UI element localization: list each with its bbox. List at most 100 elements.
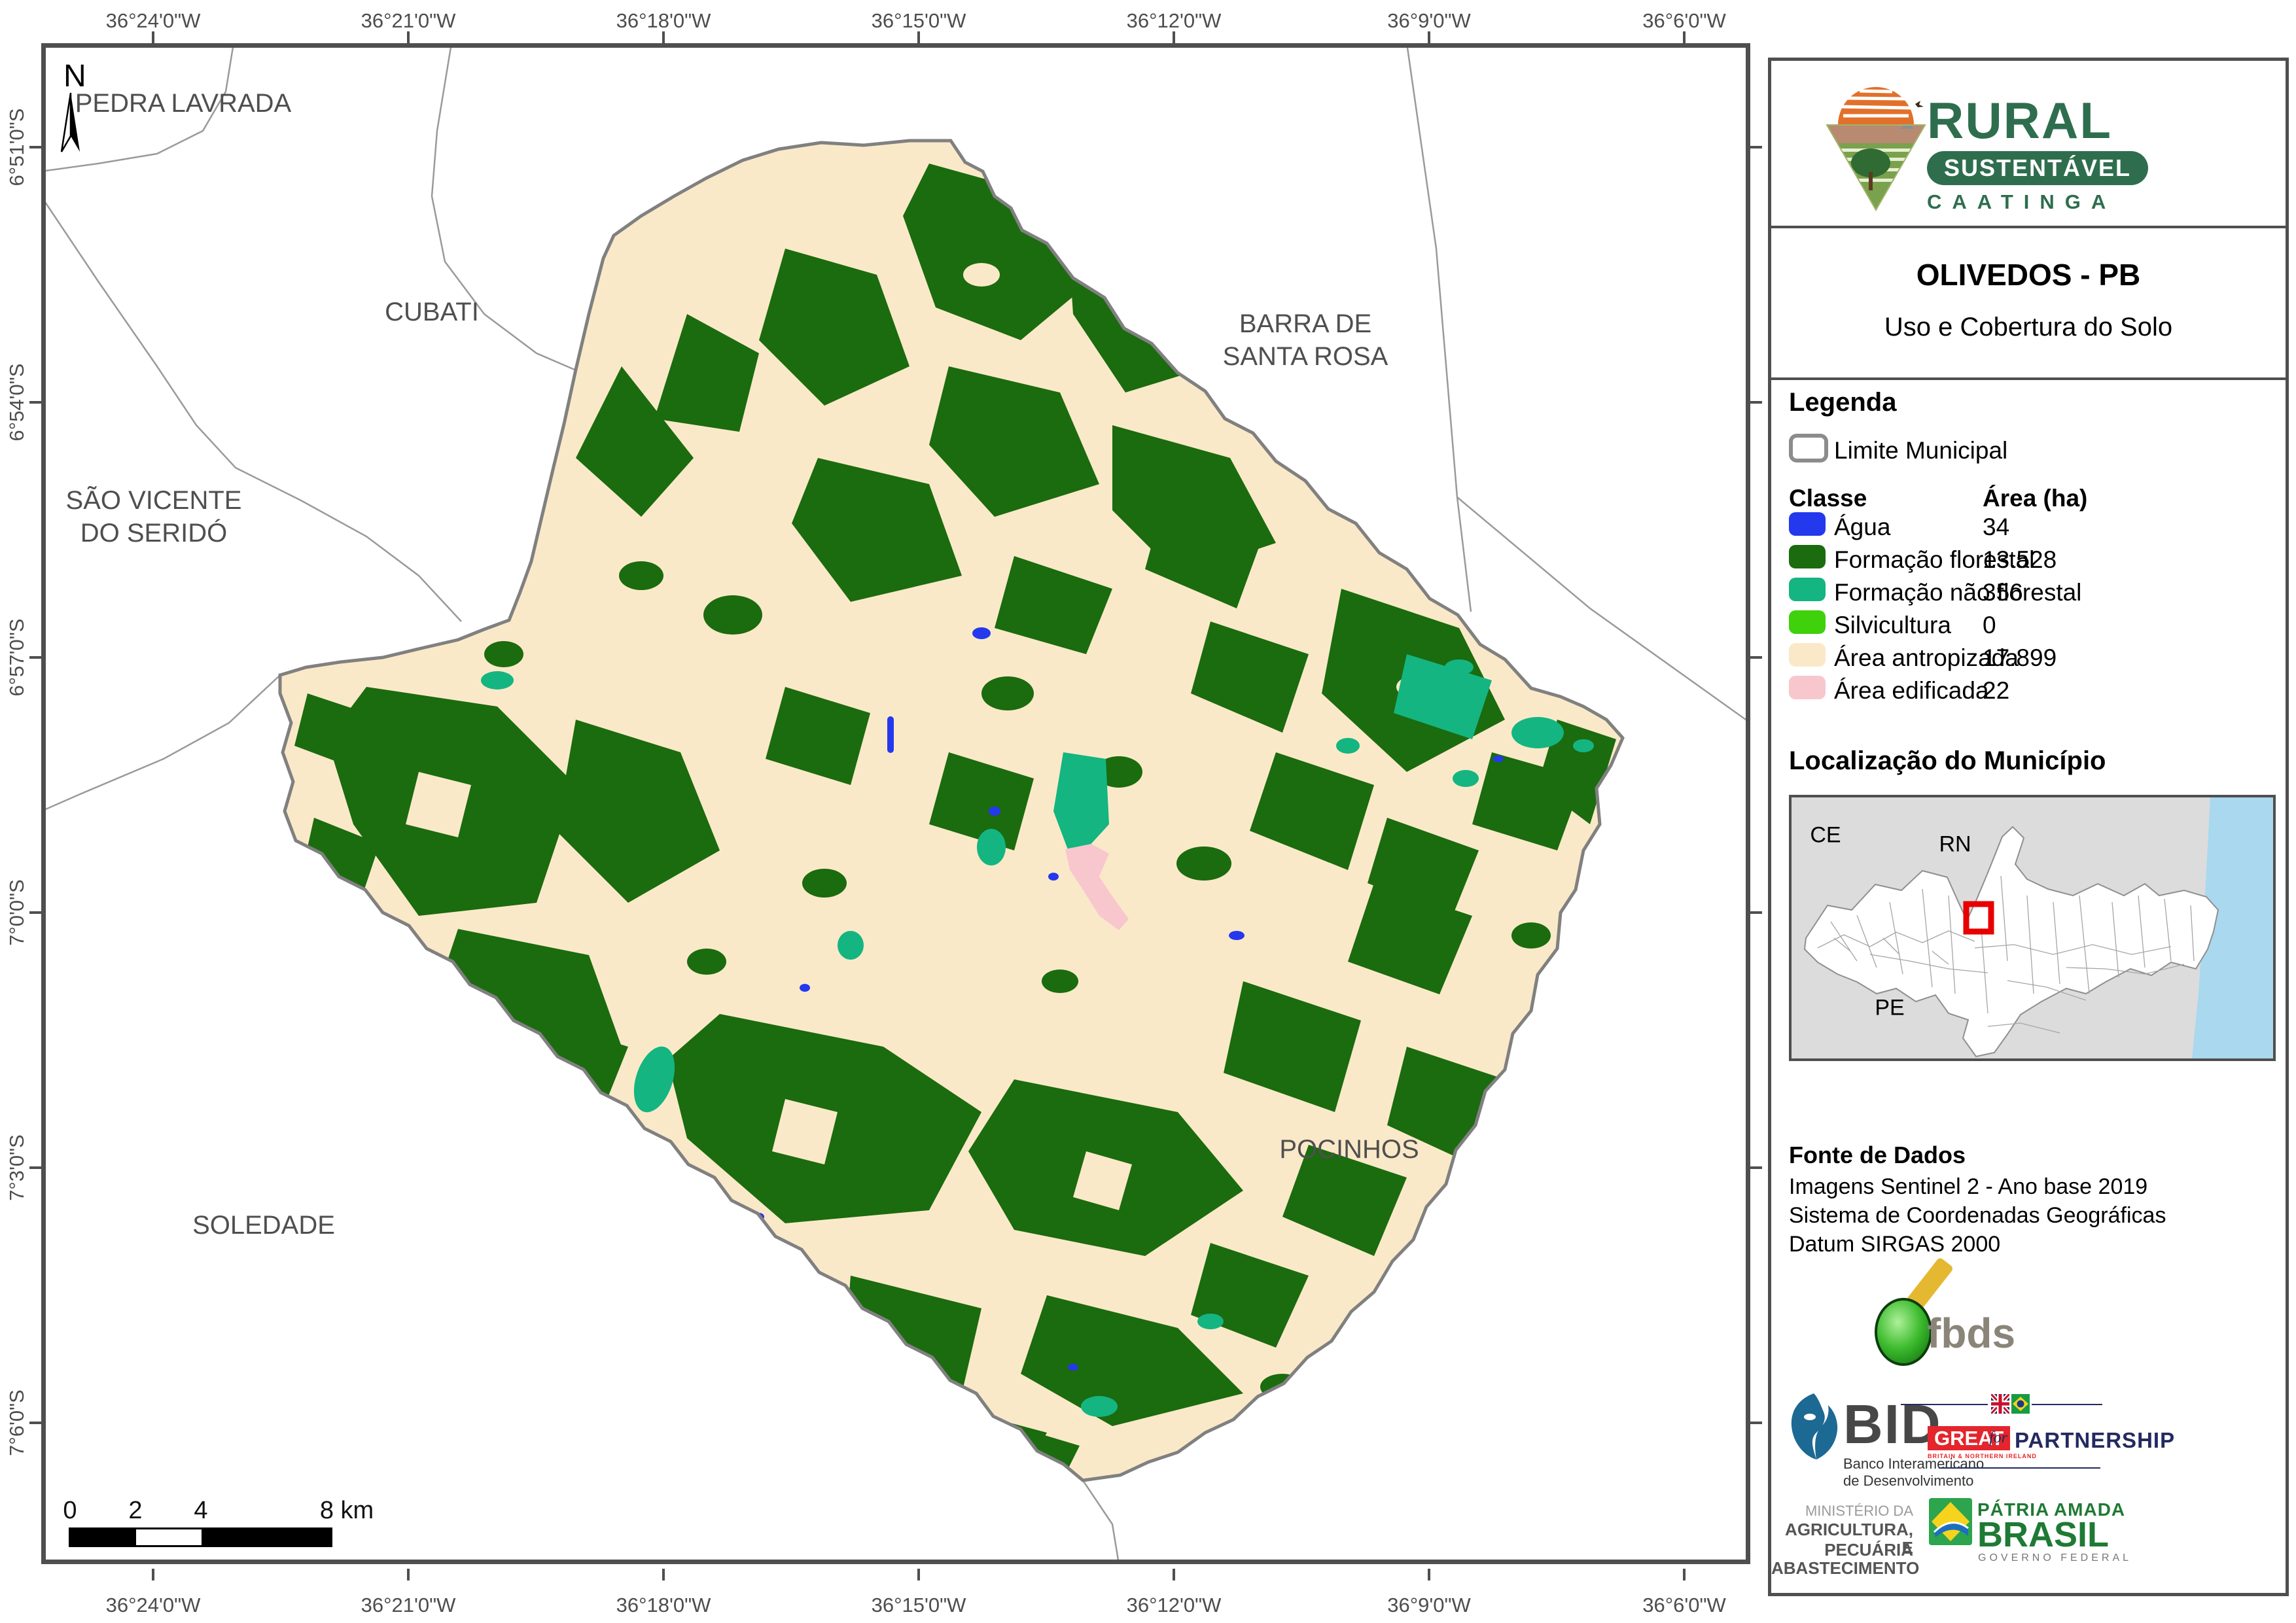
rural-logo-wordmark: RURAL SUSTENTÁVEL CAATINGA: [1927, 92, 2149, 213]
grid-label-lon: 36°24'0"W: [105, 9, 201, 32]
grid-label-lon: 36°18'0"W: [616, 1594, 711, 1616]
grid-label-lat: 6°54'0"S: [5, 363, 28, 442]
ministry-line-2: AGRICULTURA, PECUÁRIA: [1785, 1520, 1913, 1560]
grid-label-lon: 36°15'0"W: [871, 9, 966, 32]
urban-area-patch: [1065, 844, 1129, 930]
info-panel: RURAL SUSTENTÁVEL CAATINGA OLIVEDOS - PB…: [1768, 58, 2289, 1596]
great-wordmark: GREAT: [1928, 1426, 2011, 1450]
legend-swatch-area-antropizada: [1789, 643, 1826, 667]
fonte-heading: Fonte de Dados: [1789, 1142, 1966, 1168]
state-inset-map: CE RN PE: [1789, 795, 2276, 1061]
grid-tick: [152, 31, 154, 43]
brasil-government-logo-icon: [1929, 1498, 1972, 1545]
grid-tick: [1173, 31, 1175, 43]
legend-col-area: Área (ha): [1983, 485, 2088, 512]
grid-tick: [1428, 31, 1430, 43]
neighbor-label-barra-de-santa-rosa: BARRA DE SANTA ROSA: [1222, 309, 1388, 371]
municipality-title: OLIVEDOS - PB: [1916, 258, 2141, 292]
grid-label-lon: 36°6'0"W: [1642, 1594, 1726, 1616]
grid-tick: [29, 146, 41, 148]
grid-tick: [662, 1569, 665, 1580]
great-for: for: [1989, 1429, 2008, 1446]
legend-swatch-formacao-nao-florestal: [1789, 578, 1826, 601]
scalebar-seg: [71, 1529, 136, 1545]
legend-area-silvicultura: 0: [1983, 612, 1996, 638]
grid-label-lat: 7°6'0"S: [5, 1389, 28, 1456]
legend-heading: Legenda: [1789, 388, 1897, 417]
uk-flag-icon: [1991, 1394, 2009, 1414]
neighbor-label-pocinhos: POCINHOS: [1279, 1135, 1419, 1164]
grid-label-lon: 36°6'0"W: [1642, 9, 1726, 32]
scalebar-label-0: 0: [63, 1497, 77, 1524]
grid-label-lon: 36°9'0"W: [1387, 1594, 1471, 1616]
grid-tick: [407, 31, 410, 43]
inset-label-pe: PE: [1875, 995, 1905, 1021]
grid-tick: [29, 1422, 41, 1424]
grid-label-lon: 36°15'0"W: [871, 1594, 966, 1616]
ministry-line-3: E ABASTECIMENTO: [1771, 1538, 1920, 1578]
grid-tick: [1683, 1569, 1686, 1580]
grid-label-lat: 7°3'0"S: [5, 1134, 28, 1201]
neighbor-label-sao-vicente-do-serido: SÃO VICENTE DO SERIDÓ: [65, 486, 242, 548]
grid-label-lat: 6°51'0"S: [5, 108, 28, 186]
inset-municipal-lines: [1817, 875, 2195, 1034]
logo-line-rural: RURAL: [1927, 92, 2112, 149]
north-letter: N: [63, 59, 86, 94]
scalebar-seg: [202, 1529, 330, 1545]
fonte-line-3: Datum SIRGAS 2000: [1789, 1232, 2001, 1257]
legend-label-formacao-florestal: Formação florestal: [1834, 546, 2035, 573]
grid-tick: [1683, 31, 1686, 43]
inset-label-rn: RN: [1939, 831, 1971, 857]
grid-tick: [152, 1569, 154, 1580]
grid-tick: [1750, 1422, 1762, 1424]
neighbor-label-cubati: CUBATI: [385, 298, 479, 326]
fonte-line-1: Imagens Sentinel 2 - Ano base 2019: [1789, 1174, 2148, 1199]
ocean-strip: [2192, 797, 2273, 1058]
bid-logo-icon: [1791, 1393, 1838, 1459]
legend-swatch-agua: [1789, 512, 1826, 536]
grid-tick: [29, 1166, 41, 1169]
brasil-patria-amada: PÁTRIA AMADA: [1977, 1499, 2126, 1520]
limite-municipal-swatch: [1789, 434, 1828, 462]
fbds-logo-text: fbds: [1927, 1310, 2016, 1357]
grid-tick: [1428, 1569, 1430, 1580]
grid-tick: [29, 401, 41, 404]
grid-label-lat: 6°57'0"S: [5, 618, 28, 697]
bid-sub-2: de Desenvolvimento: [1843, 1473, 1974, 1489]
brazil-flag-icon: [2011, 1394, 2030, 1414]
great-underline: [1939, 1467, 2100, 1469]
map-subtitle: Uso e Cobertura do Solo: [1884, 313, 2173, 341]
grid-tick: [917, 31, 920, 43]
north-arrow: N: [60, 59, 86, 152]
olivedos-highlight-box: [1963, 901, 1994, 935]
legend-area-agua: 34: [1983, 514, 2010, 540]
legend-swatch-area-edificada: [1789, 676, 1826, 699]
scalebar-label-8km: 8 km: [319, 1497, 374, 1524]
location-heading: Localização do Município: [1789, 746, 2106, 775]
great-right-rule: [2032, 1404, 2102, 1405]
ministry-line-1: MINISTÉRIO DA: [1805, 1503, 1913, 1519]
grid-tick: [407, 1569, 410, 1580]
scalebar-label-2: 2: [128, 1497, 143, 1524]
legend-area-formacao-nao-florestal: 356: [1983, 579, 2023, 606]
bid-sub-1: Banco Interamericano: [1843, 1456, 1985, 1472]
legend-swatch-formacao-florestal: [1789, 545, 1826, 568]
great-subtext: BRITAIN & NORTHERN IRELAND: [1928, 1453, 2037, 1459]
neighbor-boundaries: [46, 48, 1750, 1564]
grid-label-lat: 7°0'0"S: [5, 879, 28, 946]
great-left-rule: [1901, 1404, 1988, 1405]
logo-line-caatinga: CAATINGA: [1927, 190, 2117, 213]
nonforest-patches: [481, 654, 1594, 1417]
paraiba-state-shape: [1803, 826, 2219, 1058]
grid-tick: [1750, 1166, 1762, 1169]
grid-tick: [917, 1569, 920, 1580]
fbds-logo-icon: [1875, 1258, 1952, 1366]
grid-tick: [1750, 146, 1762, 148]
rural-sustentavel-caatinga-logo-icon: [1826, 87, 1926, 212]
great-partnership: PARTNERSHIP: [2015, 1428, 2176, 1452]
legend-swatch-silvicultura: [1789, 610, 1826, 634]
limite-municipal-label: Limite Municipal: [1834, 437, 2008, 464]
panel-divider: [1771, 377, 2286, 380]
inset-label-ce: CE: [1810, 822, 1841, 848]
